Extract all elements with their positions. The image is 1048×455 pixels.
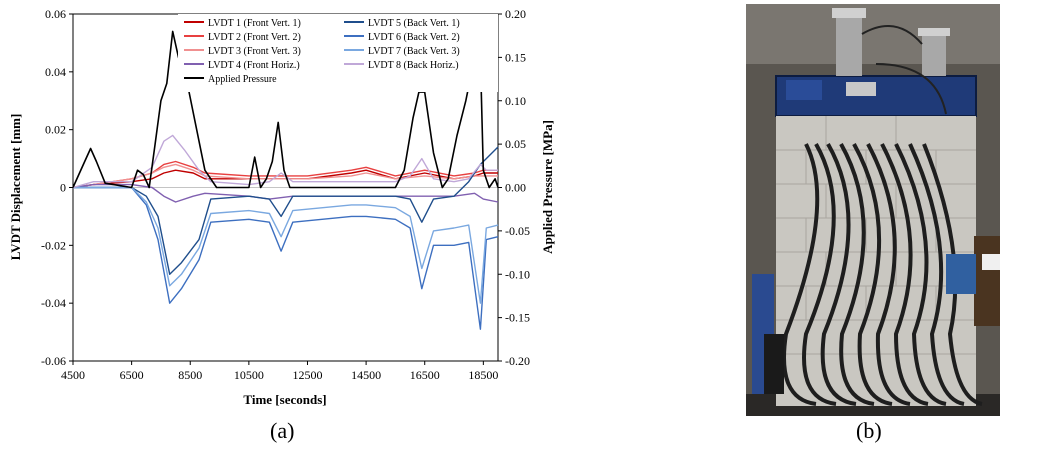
legend-label-4: LVDT 4 (Front Horiz.) (208, 60, 300, 71)
legend-label-2: LVDT 2 (Front Vert. 2) (208, 32, 301, 43)
y-left-tick-label: -0.04 (41, 296, 66, 310)
y-left-tick-label: 0.02 (45, 123, 66, 137)
caption-b: (b) (856, 418, 882, 443)
x-axis-label: Time [seconds] (243, 392, 326, 407)
legend-label-9: Applied Pressure (208, 74, 277, 85)
x-tick-label: 14500 (351, 368, 381, 382)
series-group (72, 30, 499, 330)
series-line-6 (73, 186, 499, 330)
series-line-8 (72, 134, 498, 189)
x-tick-label: 10500 (234, 368, 264, 382)
legend-label-7: LVDT 7 (Back Vert. 3) (368, 46, 460, 57)
series-line-5 (73, 146, 499, 275)
right-axis: -0.20 -0.15 -0.10 -0.05 0.00 0.05 0.10 0.15 0.20 (498, 7, 530, 368)
y-left-tick-label: 0 (60, 181, 66, 195)
x-tick-label: 6500 (120, 368, 144, 382)
left-axis: -0.06 -0.04 -0.02 0 0.02 0.04 0.06 (41, 7, 73, 368)
x-axis: 4500 6500 8500 10500 12500 14500 16500 18500 (61, 187, 498, 382)
y-left-tick-label: -0.06 (41, 354, 66, 368)
legend-box (178, 14, 498, 92)
y-right-tick-label: 0.10 (505, 94, 526, 108)
y-axis-left-label: LVDT Displacement [mm] (8, 114, 23, 261)
x-tick-label: 4500 (61, 368, 85, 382)
wall-test-rig-photo (746, 4, 1000, 416)
legend-label-8: LVDT 8 (Back Horiz.) (368, 60, 459, 71)
x-tick-label: 8500 (178, 368, 202, 382)
y-right-tick-label: -0.20 (505, 354, 530, 368)
y-axis-right-label: Applied Pressure [MPa] (540, 120, 555, 254)
series-line-3 (72, 163, 498, 189)
y-right-tick-label: -0.05 (505, 224, 530, 238)
y-left-tick-label: 0.04 (45, 65, 66, 79)
y-right-tick-label: 0.15 (505, 50, 526, 64)
legend-label-3: LVDT 3 (Front Vert. 3) (208, 46, 301, 57)
y-right-tick-label: -0.15 (505, 311, 530, 325)
y-right-tick-label: 0.00 (505, 181, 526, 195)
y-right-tick-label: 0.20 (505, 7, 526, 21)
caption-a: (a) (270, 418, 295, 443)
legend-label-6: LVDT 6 (Back Vert. 2) (368, 32, 460, 43)
x-tick-label: 12500 (292, 368, 322, 382)
series-line-9 (72, 30, 499, 189)
y-right-tick-label: -0.10 (505, 267, 530, 281)
legend: LVDT 1 (Front Vert. 1) LVDT 2 (Front Vert… (178, 14, 498, 92)
y-left-tick-label: -0.02 (41, 238, 66, 252)
legend-label-5: LVDT 5 (Back Vert. 1) (368, 18, 460, 29)
series-line-7 (73, 186, 499, 304)
x-tick-label: 18500 (468, 368, 498, 382)
y-right-tick-label: 0.05 (505, 137, 526, 151)
legend-label-1: LVDT 1 (Front Vert. 1) (208, 18, 301, 29)
x-tick-label: 16500 (410, 368, 440, 382)
y-left-tick-label: 0.06 (45, 7, 66, 21)
